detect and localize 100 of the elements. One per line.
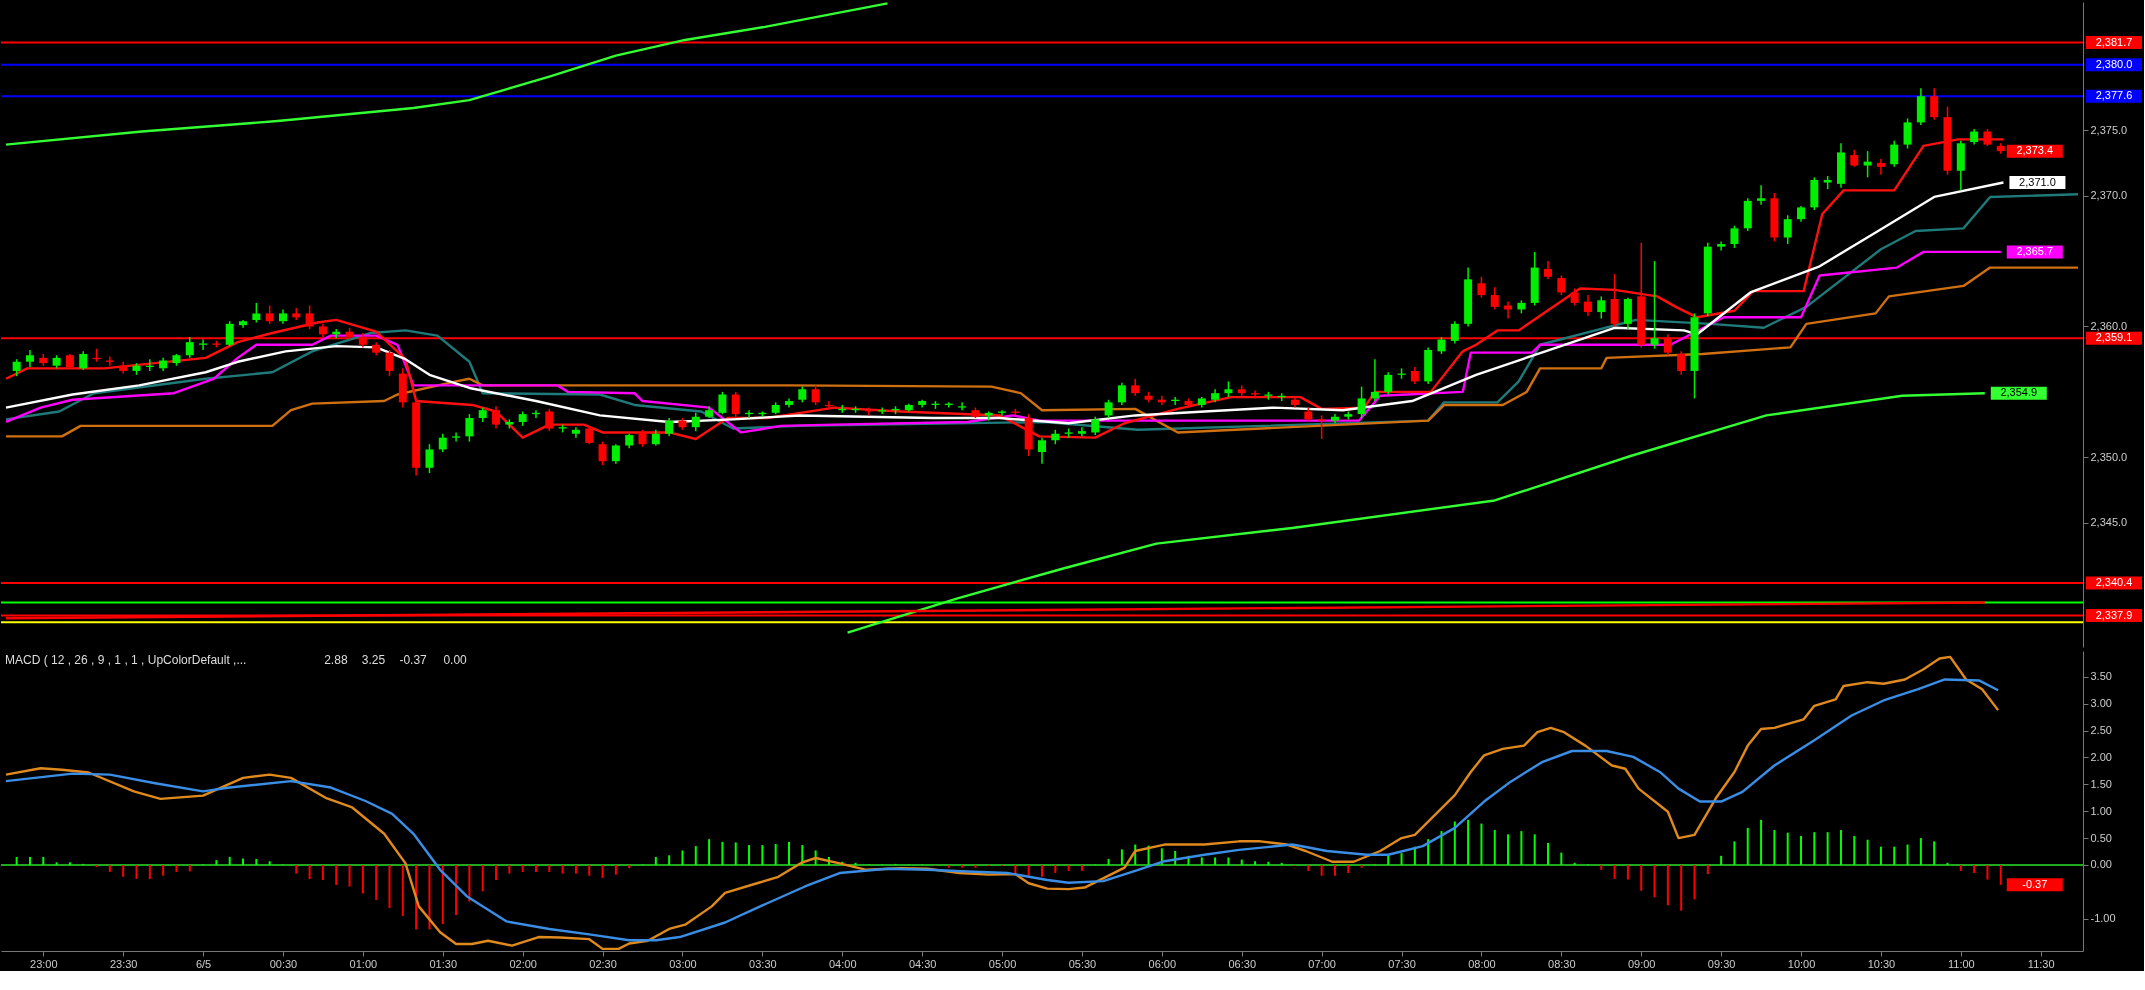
bar: [694, 846, 697, 865]
x-tick-label: 01:30: [429, 957, 458, 970]
x-tick-label: 08:00: [1468, 957, 1496, 970]
bar: [215, 860, 218, 865]
bar: [468, 864, 471, 902]
bar: [708, 839, 711, 865]
bar: [1813, 832, 1816, 865]
bar: [108, 864, 111, 872]
bar: [1773, 830, 1776, 865]
x-tick-label: 05:00: [988, 957, 1017, 970]
bar: [1959, 864, 1962, 871]
y-tick-label: 1.50: [2090, 777, 2112, 790]
bar: [1800, 835, 1803, 865]
bar: [1573, 862, 1576, 865]
bar: [1520, 831, 1523, 865]
bar: [1600, 864, 1603, 870]
y-tick-label: 3.00: [2090, 697, 2112, 710]
bar: [787, 841, 790, 865]
bar: [1879, 846, 1882, 865]
bar: [175, 864, 178, 872]
x-tick-label: 11:30: [2027, 957, 2055, 970]
candlestick: [1863, 150, 1872, 179]
bar: [428, 864, 431, 930]
y-tick-label: 3.50: [2090, 670, 2112, 683]
x-tick-label: 10:30: [1867, 957, 1896, 970]
bar: [1986, 864, 1989, 880]
bar: [295, 864, 298, 874]
bar: [1533, 834, 1536, 865]
bar: [188, 864, 191, 872]
bar: [721, 841, 724, 865]
y-tick-label: 0.50: [2090, 831, 2112, 844]
bar: [1240, 859, 1243, 865]
bar: [1906, 844, 1909, 865]
x-tick-label: 01:00: [349, 957, 378, 970]
bar: [68, 862, 71, 865]
bar: [974, 864, 977, 868]
bar: [1786, 832, 1789, 865]
bar: [1214, 857, 1217, 865]
bar: [1427, 839, 1430, 865]
bar: [1400, 853, 1403, 865]
candlestick: [199, 338, 208, 351]
bar: [1680, 864, 1683, 911]
bar: [1453, 821, 1456, 865]
bar: [1893, 846, 1896, 865]
bar: [1693, 864, 1696, 900]
bar: [548, 864, 551, 872]
y-tick-label: 2,375.0: [2090, 123, 2128, 136]
bar: [401, 864, 404, 917]
bar: [1613, 864, 1616, 879]
bar: [42, 856, 45, 865]
ref-line-label: 2,340.4: [2095, 575, 2133, 588]
candlestick: [1903, 117, 1912, 150]
bar: [961, 864, 964, 868]
bar: [521, 864, 524, 872]
bar: [481, 864, 484, 892]
bar: [441, 864, 444, 925]
candlestick: [1317, 414, 1326, 440]
bar: [1853, 835, 1856, 865]
bar: [1839, 830, 1842, 865]
bar: [1107, 859, 1110, 865]
bar: [1067, 864, 1070, 871]
candlestick: [864, 406, 873, 417]
bar: [55, 862, 58, 865]
bar: [1653, 864, 1656, 898]
bar: [1999, 864, 2002, 885]
x-tick-label: 07:00: [1308, 957, 1336, 970]
x-tick-label: 10:00: [1787, 957, 1816, 970]
ref-line-label: 2,359.1: [2095, 331, 2133, 344]
bar: [681, 850, 684, 865]
x-tick-label: 02:30: [589, 957, 617, 970]
bar: [1626, 864, 1629, 880]
bar: [1254, 861, 1257, 865]
y-tick-label: 2,360.0: [2090, 319, 2128, 332]
bar: [854, 862, 857, 865]
bar: [1973, 864, 1976, 874]
y-tick-label: 2.50: [2090, 724, 2112, 737]
bar: [508, 864, 511, 874]
ref-line-label: 2,377.6: [2095, 89, 2133, 102]
x-tick-label: 06:30: [1228, 957, 1257, 970]
bar: [1200, 857, 1203, 865]
candlestick: [878, 406, 887, 415]
candlestick: [958, 401, 967, 411]
bar: [1041, 864, 1043, 877]
data-label: 2,354.9: [2000, 386, 2038, 399]
bar: [348, 864, 351, 887]
bar: [1746, 827, 1749, 865]
bar: [1080, 864, 1083, 871]
x-tick-label: 09:30: [1707, 957, 1736, 970]
bar: [628, 864, 631, 869]
bar: [734, 842, 737, 865]
bar: [561, 864, 564, 874]
bar: [1706, 864, 1709, 875]
x-tick-label: 6/5: [195, 957, 212, 970]
bar: [1333, 864, 1336, 876]
bar: [388, 864, 391, 908]
bar: [748, 845, 751, 865]
bar: [1919, 838, 1922, 865]
bar: [1760, 819, 1763, 865]
bar: [455, 864, 458, 915]
x-tick-label: 05:30: [1068, 957, 1097, 970]
